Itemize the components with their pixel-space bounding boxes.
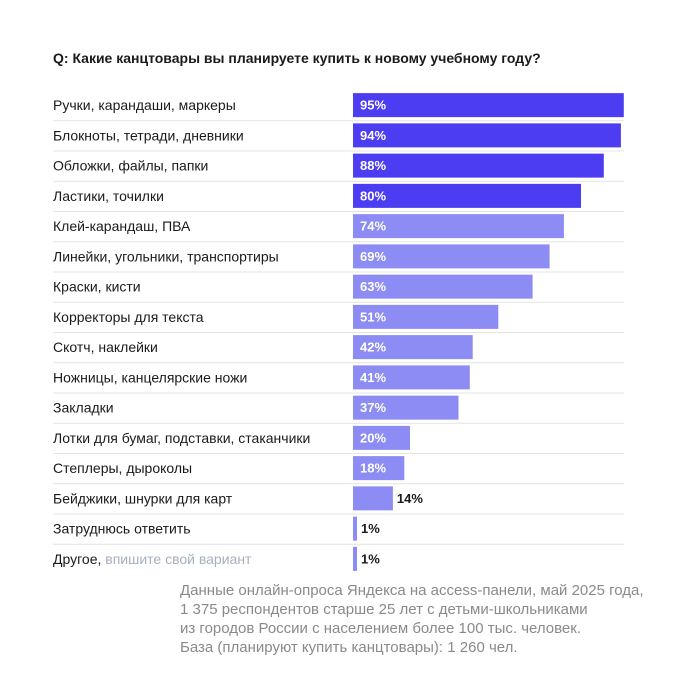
bar bbox=[353, 456, 405, 481]
data-label: 20% bbox=[360, 430, 386, 445]
bar bbox=[353, 425, 410, 450]
category-label: Обложки, файлы, папки bbox=[53, 158, 208, 174]
footnote: Данные онлайн-опроса Яндекса на access-п… bbox=[180, 581, 644, 657]
data-label: 69% bbox=[360, 249, 386, 264]
category-label: Ручки, карандаши, маркеры bbox=[53, 97, 236, 113]
bar bbox=[353, 244, 550, 269]
bar bbox=[353, 214, 564, 239]
data-label: 94% bbox=[360, 128, 386, 143]
bar bbox=[353, 93, 624, 118]
bar bbox=[353, 183, 581, 208]
category-label: Другое, впишите свой вариант bbox=[53, 551, 252, 567]
category-label: Скотч, наклейки bbox=[53, 339, 158, 355]
bar bbox=[353, 123, 621, 148]
data-label: 1% bbox=[361, 521, 380, 536]
bar bbox=[353, 274, 533, 299]
footnote-line: из городов России с населением более 100… bbox=[180, 620, 582, 637]
category-label: Блокноты, тетради, дневники bbox=[53, 127, 244, 143]
data-label: 37% bbox=[360, 400, 386, 415]
bar bbox=[353, 304, 499, 329]
data-label: 51% bbox=[360, 309, 386, 324]
data-label: 80% bbox=[360, 188, 386, 203]
category-label: Краски, кисти bbox=[53, 279, 141, 295]
category-label: Ластики, точилки bbox=[53, 188, 164, 204]
category-label: Лотки для бумаг, подставки, стаканчики bbox=[53, 430, 310, 446]
bar bbox=[353, 395, 459, 420]
footnote-line: База (планируют купить канцтовары): 1 26… bbox=[180, 639, 518, 656]
category-label: Затруднюсь ответить bbox=[53, 521, 191, 537]
bar bbox=[353, 365, 470, 390]
data-label: 14% bbox=[397, 491, 423, 506]
category-label: Линейки, угольники, транспортиры bbox=[53, 248, 279, 264]
category-label: Закладки bbox=[53, 400, 114, 416]
chart-question-title: Q: Какие канцтовары вы планируете купить… bbox=[53, 50, 541, 66]
footnote-line: Данные онлайн-опроса Яндекса на access-п… bbox=[180, 582, 644, 599]
data-label: 1% bbox=[361, 551, 380, 566]
data-label: 88% bbox=[360, 158, 386, 173]
data-label: 41% bbox=[360, 370, 386, 385]
bar bbox=[353, 335, 473, 360]
category-label: Бейджики, шнурки для карт bbox=[53, 490, 233, 506]
bar bbox=[353, 546, 357, 571]
category-label: Клей-карандаш, ПВА bbox=[53, 218, 191, 234]
category-label: Ножницы, канцелярские ножи bbox=[53, 369, 247, 385]
footnote-line: 1 375 респондентов старше 25 лет с детьм… bbox=[180, 601, 588, 618]
bar bbox=[353, 153, 604, 178]
category-label: Корректоры для текста bbox=[53, 309, 204, 325]
data-label: 74% bbox=[360, 219, 386, 234]
data-label: 63% bbox=[360, 279, 386, 294]
bar-chart: Ручки, карандаши, маркеры 95% Блокноты, те… bbox=[53, 93, 624, 571]
data-label: 42% bbox=[360, 340, 386, 355]
data-label: 95% bbox=[360, 98, 386, 113]
category-label: Степлеры, дыроколы bbox=[53, 460, 192, 476]
bar bbox=[353, 486, 393, 511]
bar bbox=[353, 516, 357, 541]
data-label: 18% bbox=[360, 461, 386, 476]
